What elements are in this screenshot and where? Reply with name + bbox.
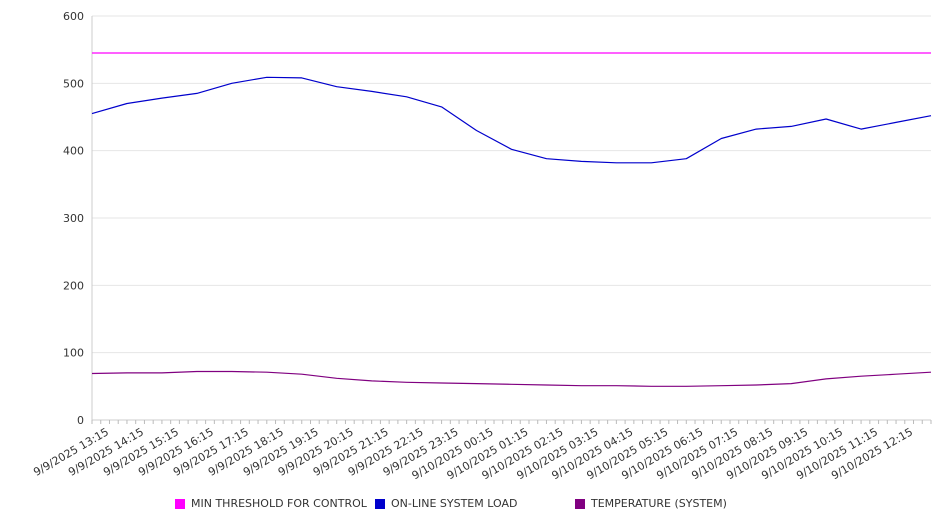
legend-item-system-load[interactable]: ON-LINE SYSTEM LOAD [375,497,517,510]
y-tick-label-200: 200 [63,279,84,292]
series-lines [91,52,932,387]
gridlines [92,15,931,354]
y-tick-label-100: 100 [63,347,84,360]
legend-item-min-threshold[interactable]: MIN THRESHOLD FOR CONTROL [175,497,367,510]
legend-swatch-system-load [375,498,385,509]
axes [91,16,932,424]
legend-swatch-temperature [575,498,585,509]
series-line-1 [91,76,932,164]
series-line-2 [91,370,932,387]
y-tick-labels: 0 100 200 300 400 500 600 [63,10,84,427]
y-tick-label-600: 600 [63,10,84,23]
legend-item-temperature[interactable]: TEMPERATURE (SYSTEM) [575,497,727,510]
y-tick-label-500: 500 [63,77,84,90]
legend-swatch-min-threshold [175,498,185,509]
y-tick-label-0: 0 [77,414,84,427]
legend-label-temperature: TEMPERATURE (SYSTEM) [591,497,727,510]
y-tick-label-400: 400 [63,145,84,158]
legend: MIN THRESHOLD FOR CONTROL ON-LINE SYSTEM… [0,497,946,515]
legend-label-system-load: ON-LINE SYSTEM LOAD [391,497,518,510]
x-tick-labels: 9/9/2025 13:159/9/2025 14:159/9/2025 15:… [31,425,915,482]
legend-label-min-threshold: MIN THRESHOLD FOR CONTROL [191,497,367,510]
y-tick-label-300: 300 [63,212,84,225]
